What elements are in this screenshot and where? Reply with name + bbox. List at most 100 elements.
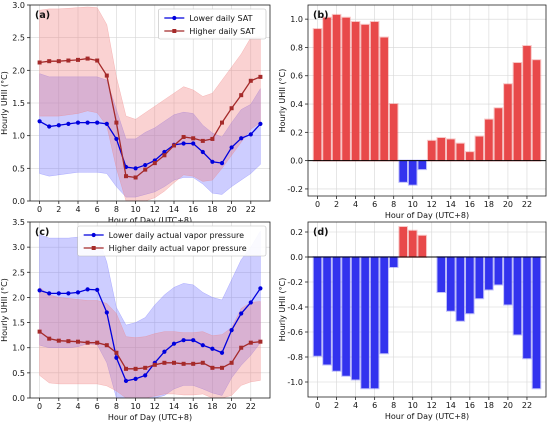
legend-label: Higher daily actual vapor pressure (109, 244, 247, 253)
data-point (124, 174, 128, 179)
x-tick-label: 0 (315, 401, 320, 410)
data-point (37, 119, 42, 124)
x-tick-label: 12 (427, 200, 437, 209)
data-point (220, 120, 224, 125)
x-tick-label: 18 (484, 200, 494, 209)
y-tick-label: 3.0 (12, 1, 25, 10)
data-point (56, 59, 61, 64)
x-tick-label: 20 (227, 205, 237, 214)
bar (503, 256, 513, 306)
bar (426, 139, 437, 162)
data-point (239, 136, 244, 141)
bar (322, 256, 332, 366)
data-point (143, 167, 148, 172)
data-point (85, 340, 90, 345)
legend-label: Lower daily SAT (189, 14, 252, 23)
x-tick-label: 22 (522, 200, 532, 209)
data-point (76, 57, 80, 62)
x-tick-label: 16 (188, 205, 198, 214)
x-axis-label: Hour of Day (UTC+8) (108, 413, 192, 422)
x-tick-label: 8 (391, 401, 396, 410)
y-tick-label: 0.5 (12, 369, 25, 378)
legend-marker (91, 246, 96, 250)
data-point (162, 349, 167, 354)
bar (493, 107, 504, 162)
bar (417, 234, 428, 258)
data-point (229, 360, 234, 365)
data-point (191, 141, 196, 146)
y-tick-label: 0.2 (290, 128, 303, 137)
data-point (229, 328, 234, 333)
data-point (75, 120, 81, 125)
y-tick-label: 0.0 (290, 157, 303, 166)
bar (407, 159, 418, 186)
band-higher (39, 286, 261, 399)
y-tick-label: 0.5 (12, 164, 25, 173)
y-tick-label: -0.4 (287, 303, 303, 312)
x-axis-label: Hour of Day (UTC+8) (385, 412, 469, 421)
data-point (181, 361, 186, 366)
y-tick-label: 2.5 (12, 34, 25, 43)
data-point (210, 346, 215, 351)
data-point (248, 300, 253, 305)
y-tick-label: 3.0 (12, 243, 25, 252)
data-point (210, 365, 215, 370)
data-point (66, 121, 71, 127)
data-point (37, 60, 42, 65)
bar (312, 256, 323, 357)
y-axis-label: Hourly UHII (°C) (0, 71, 9, 135)
data-point (75, 290, 81, 295)
bar (503, 83, 513, 162)
data-point (181, 141, 186, 146)
x-tick-label: 14 (446, 401, 456, 410)
data-point (248, 132, 253, 137)
y-axis-label: Hourly UHII (°C) (278, 278, 287, 342)
x-tick-label: 14 (169, 205, 179, 214)
x-tick-label: 10 (131, 402, 141, 411)
x-tick-label: 2 (334, 401, 339, 410)
data-point (95, 58, 100, 63)
y-tick-label: 0.8 (290, 43, 303, 52)
data-point (143, 365, 148, 370)
x-tick-label: 6 (372, 200, 377, 209)
data-point (143, 162, 148, 168)
data-point (104, 73, 109, 78)
y-tick-label: -0.2 (287, 278, 303, 287)
y-tick-label: 1.0 (12, 132, 25, 141)
data-point (162, 149, 167, 155)
y-axis-label: Hourly UHII (°C) (0, 278, 9, 342)
data-point (133, 366, 138, 371)
bar (484, 256, 494, 291)
data-point (47, 124, 52, 129)
bar (512, 62, 523, 162)
x-tick-label: 2 (56, 205, 61, 214)
data-point (114, 136, 119, 142)
legend-marker (91, 232, 96, 238)
data-point (104, 310, 109, 315)
x-tick-label: 4 (353, 200, 358, 209)
data-point (56, 291, 61, 296)
bar (484, 118, 494, 162)
x-tick-label: 20 (503, 200, 513, 209)
y-tick-label: 0.2 (290, 228, 303, 237)
data-point (104, 121, 109, 127)
data-point (66, 291, 71, 296)
bar (322, 16, 332, 162)
x-tick-label: 20 (227, 402, 237, 411)
bar (474, 256, 485, 300)
y-tick-label: 2.0 (12, 66, 25, 75)
data-point (248, 340, 253, 345)
bar (369, 256, 380, 390)
bar (388, 256, 399, 268)
data-point (258, 339, 263, 344)
bar (455, 256, 466, 322)
data-point (114, 355, 119, 360)
data-point (37, 329, 42, 334)
axes-frame (29, 221, 271, 399)
x-tick-label: 20 (503, 401, 513, 410)
data-point (47, 336, 52, 341)
bar (398, 159, 409, 183)
bar (474, 135, 485, 162)
legend-label: Higher daily SAT (189, 27, 255, 36)
x-tick-label: 10 (408, 200, 418, 209)
